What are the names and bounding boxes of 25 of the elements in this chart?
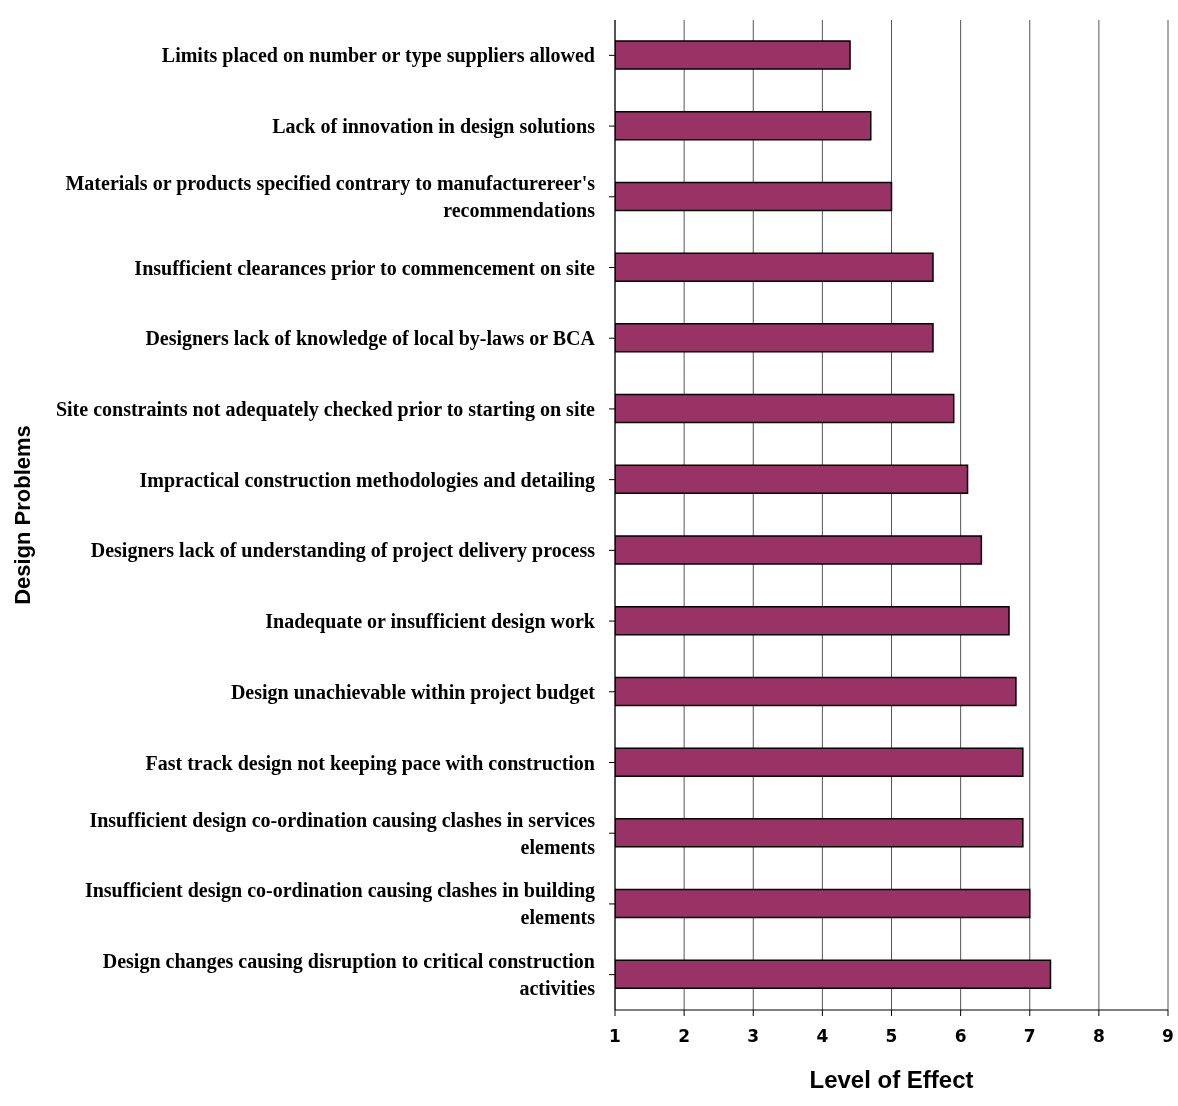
- y-tick-label: Limits placed on number or type suppliers allowed: [161, 44, 595, 68]
- y-tick-label: Fast track design not keeping pace with construction: [145, 751, 595, 775]
- x-tick-label: 2: [678, 1026, 691, 1047]
- y-tick-label: Designers lack of understanding of project delivery process: [90, 539, 596, 563]
- y-tick-label: Site constraints not adequately checked prior to starting on site: [55, 397, 596, 421]
- x-tick-label: 8: [1092, 1026, 1105, 1047]
- x-tick-label: 6: [954, 1026, 967, 1047]
- x-tick-label: 4: [816, 1026, 829, 1047]
- y-tick-label: Materials or products specified contrary to manufacturereer's recommendations: [65, 172, 596, 222]
- y-tick-label: Impractical construction methodologies and detailing: [139, 468, 595, 492]
- y-tick-label: Lack of innovation in design solutions: [272, 115, 596, 139]
- y-tick-label: Inadequate or insufficient design work: [265, 610, 596, 634]
- y-tick-label: Insufficient clearances prior to commencement on site: [134, 256, 596, 280]
- x-axis-title: Level of Effect: [809, 1066, 974, 1093]
- x-tick-label: 9: [1162, 1026, 1174, 1047]
- y-tick-label: Insufficient design co-ordination causing clashes in building elements: [84, 879, 596, 929]
- x-tick-label: 1: [609, 1026, 621, 1047]
- y-tick-label: Designers lack of knowledge of local by-laws or BCA: [145, 327, 596, 351]
- x-tick-label: 7: [1023, 1026, 1036, 1047]
- y-tick-label: Insufficient design co-ordination causing clashes in services elements: [89, 808, 596, 858]
- y-tick-label: Design unachievable within project budget: [230, 680, 596, 704]
- y-axis-title: Design Problems: [9, 425, 35, 605]
- y-tick-label: Design changes causing disruption to critical construction activities: [102, 950, 596, 1000]
- x-tick-label: 5: [885, 1026, 898, 1047]
- x-tick-label: 3: [747, 1026, 760, 1047]
